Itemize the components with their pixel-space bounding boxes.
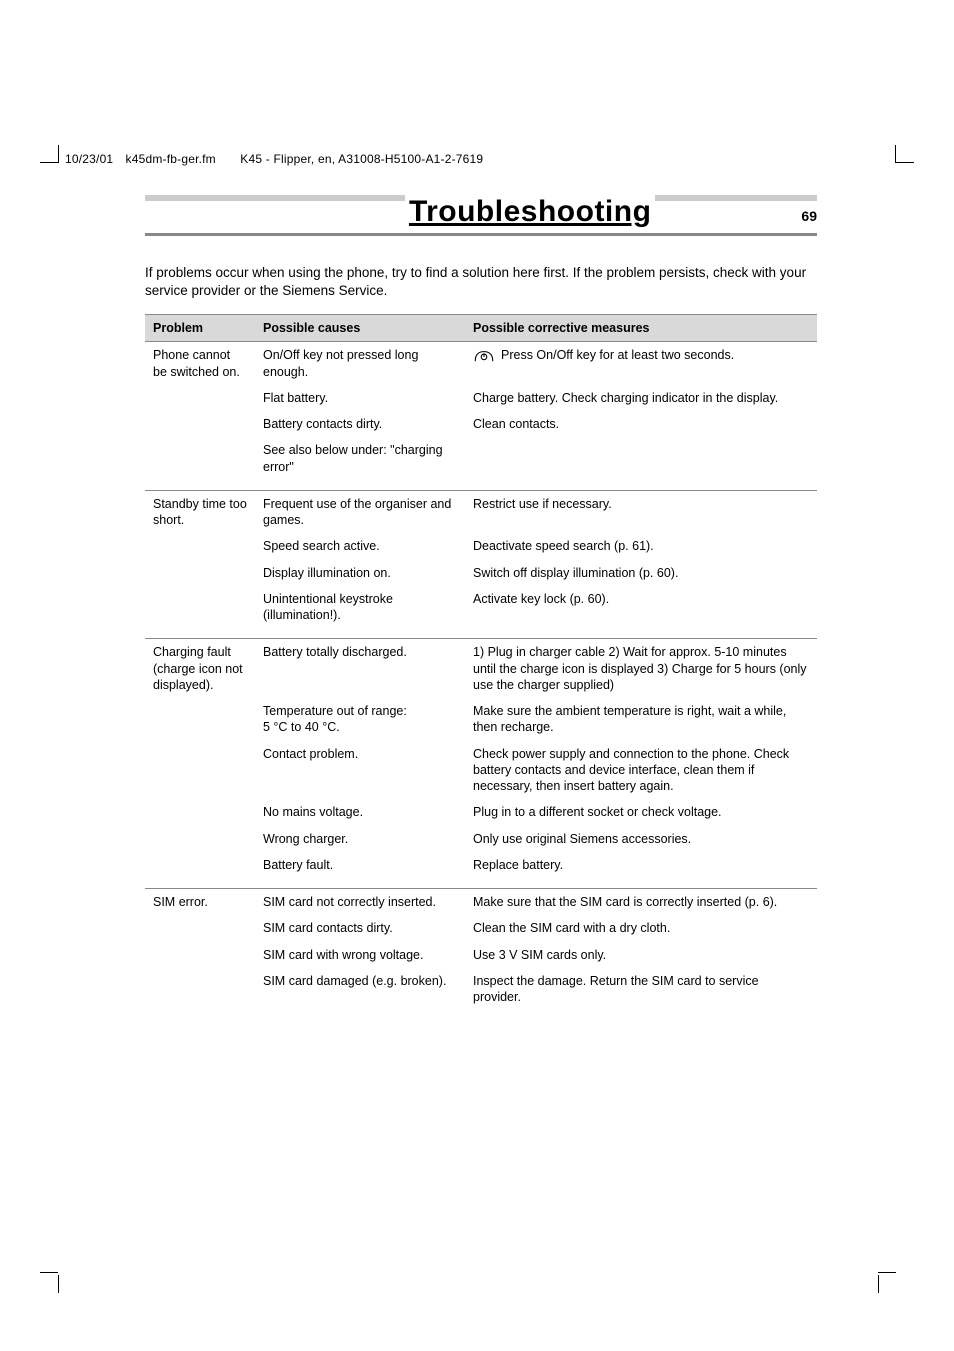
table-row: SIM card damaged (e.g. broken).Inspect t… [145, 968, 817, 1011]
cell-measure: Use 3 V SIM cards only. [465, 942, 817, 968]
cell-problem [145, 915, 255, 941]
power-key-icon [473, 349, 495, 363]
cell-measure: Switch off display illumination (p. 60). [465, 560, 817, 586]
cell-cause: SIM card with wrong voltage. [255, 942, 465, 968]
table-row: Phone cannot be switched on.On/Off key n… [145, 342, 817, 385]
col-header-causes: Possible causes [255, 315, 465, 342]
cell-problem [145, 799, 255, 825]
cell-problem [145, 411, 255, 437]
page-title: Troubleshooting [405, 195, 655, 229]
cell-problem: Standby time too short. [145, 490, 255, 533]
cell-cause: SIM card contacts dirty. [255, 915, 465, 941]
cell-measure: Inspect the damage. Return the SIM card … [465, 968, 817, 1011]
cell-problem [145, 586, 255, 629]
group-separator [145, 628, 817, 639]
crop-mark [58, 145, 59, 163]
cell-cause: Flat battery. [255, 385, 465, 411]
cell-measure: 1) Plug in charger cable 2) Wait for app… [465, 639, 817, 698]
cell-problem [145, 533, 255, 559]
cell-cause: No mains voltage. [255, 799, 465, 825]
cell-cause: Frequent use of the organiser and games. [255, 490, 465, 533]
cell-problem: SIM error. [145, 889, 255, 916]
group-separator [145, 480, 817, 491]
cell-measure: Charge battery. Check charging indicator… [465, 385, 817, 411]
cell-cause: Display illumination on. [255, 560, 465, 586]
cell-measure: Make sure the ambient temperature is rig… [465, 698, 817, 741]
cell-problem [145, 560, 255, 586]
header-meta-line: 10/23/01 k45dm-fb-ger.fm K45 - Flipper, … [65, 152, 483, 166]
cell-problem [145, 437, 255, 480]
cell-cause: Battery totally discharged. [255, 639, 465, 698]
page-content: Troubleshooting 69 If problems occur whe… [145, 195, 817, 1010]
cell-measure: Replace battery. [465, 852, 817, 878]
cell-cause: See also below under: "charging error" [255, 437, 465, 480]
cell-cause: Speed search active. [255, 533, 465, 559]
cell-problem: Charging fault (charge icon not displaye… [145, 639, 255, 698]
cell-cause: SIM card not correctly inserted. [255, 889, 465, 916]
crop-mark [58, 1272, 76, 1291]
crop-mark [878, 1272, 896, 1291]
cell-measure: Plug in to a different socket or check v… [465, 799, 817, 825]
cell-cause: On/Off key not pressed long enough. [255, 342, 465, 385]
crop-mark [40, 162, 58, 163]
cell-problem [145, 385, 255, 411]
cell-problem: Phone cannot be switched on. [145, 342, 255, 385]
cell-cause: Wrong charger. [255, 826, 465, 852]
cell-problem [145, 741, 255, 800]
table-row: Flat battery.Charge battery. Check charg… [145, 385, 817, 411]
cell-measure: Press On/Off key for at least two second… [465, 342, 817, 385]
cell-measure: Only use original Siemens accessories. [465, 826, 817, 852]
cell-measure: Clean the SIM card with a dry cloth. [465, 915, 817, 941]
table-row: Speed search active.Deactivate speed sea… [145, 533, 817, 559]
cell-problem [145, 968, 255, 1011]
title-row: Troubleshooting 69 [145, 195, 817, 236]
page-number: 69 [795, 208, 817, 224]
cell-measure: Restrict use if necessary. [465, 490, 817, 533]
table-row: Standby time too short.Frequent use of t… [145, 490, 817, 533]
cell-measure: Make sure that the SIM card is correctly… [465, 889, 817, 916]
cell-measure: Check power supply and connection to the… [465, 741, 817, 800]
table-row: SIM card contacts dirty.Clean the SIM ca… [145, 915, 817, 941]
crop-mark [895, 145, 896, 163]
table-row: Temperature out of range: 5 °C to 40 °C.… [145, 698, 817, 741]
col-header-measures: Possible corrective measures [465, 315, 817, 342]
cell-cause: Unintentional keystroke (illumination!). [255, 586, 465, 629]
table-row: SIM card with wrong voltage.Use 3 V SIM … [145, 942, 817, 968]
cell-problem [145, 698, 255, 741]
table-row: Battery fault.Replace battery. [145, 852, 817, 878]
cell-cause: Temperature out of range: 5 °C to 40 °C. [255, 698, 465, 741]
table-row: SIM error.SIM card not correctly inserte… [145, 889, 817, 916]
cell-measure: Deactivate speed search (p. 61). [465, 533, 817, 559]
cell-measure: Activate key lock (p. 60). [465, 586, 817, 629]
col-header-problem: Problem [145, 315, 255, 342]
cell-measure [465, 437, 817, 480]
table-row: Display illumination on.Switch off displ… [145, 560, 817, 586]
table-row: Unintentional keystroke (illumination!).… [145, 586, 817, 629]
cell-problem [145, 826, 255, 852]
cell-cause: Battery contacts dirty. [255, 411, 465, 437]
crop-mark [896, 162, 914, 163]
intro-text: If problems occur when using the phone, … [145, 264, 817, 300]
cell-problem [145, 852, 255, 878]
cell-cause: Contact problem. [255, 741, 465, 800]
table-row: Contact problem.Check power supply and c… [145, 741, 817, 800]
table-row: Charging fault (charge icon not displaye… [145, 639, 817, 698]
group-separator [145, 878, 817, 889]
troubleshooting-table: Problem Possible causes Possible correct… [145, 314, 817, 1010]
table-row: Wrong charger.Only use original Siemens … [145, 826, 817, 852]
cell-cause: SIM card damaged (e.g. broken). [255, 968, 465, 1011]
table-row: No mains voltage.Plug in to a different … [145, 799, 817, 825]
cell-cause: Battery fault. [255, 852, 465, 878]
table-row: Battery contacts dirty.Clean contacts. [145, 411, 817, 437]
table-row: See also below under: "charging error" [145, 437, 817, 480]
cell-measure: Clean contacts. [465, 411, 817, 437]
cell-problem [145, 942, 255, 968]
